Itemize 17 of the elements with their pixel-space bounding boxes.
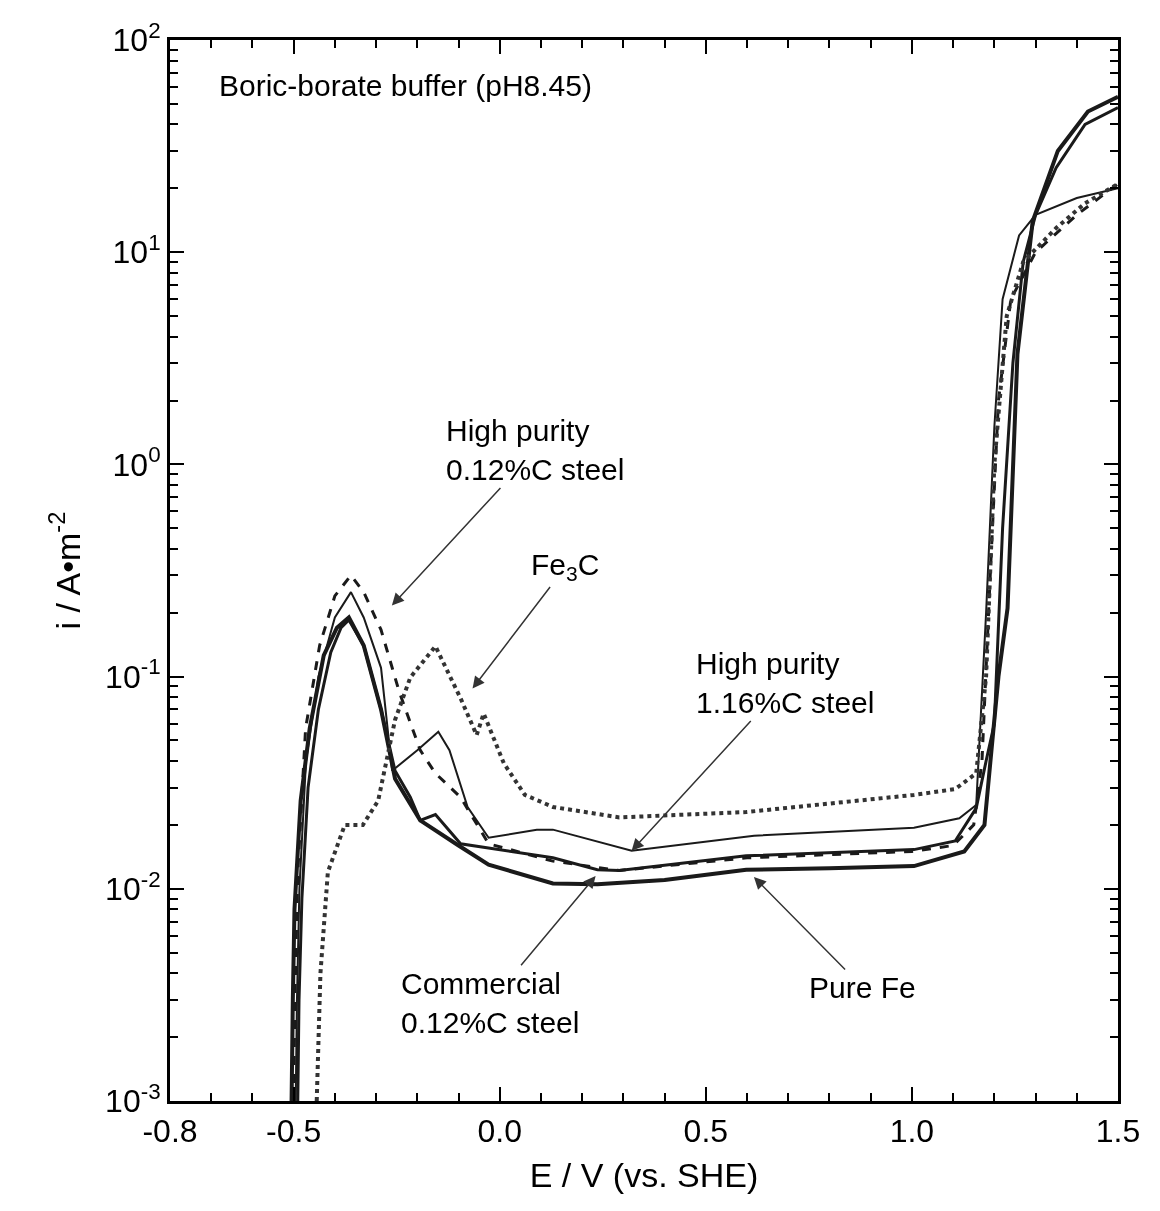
- y-tick-label: 10$^{-2}$: [105, 866, 161, 907]
- annotation: High purity 0.12%C steel: [446, 414, 625, 486]
- annotation: Boric-borate buffer (pH8.45): [219, 69, 592, 102]
- annotation: Fe$_{3}$C: [531, 548, 600, 586]
- y-tick-label: 10$^{2}$: [112, 17, 161, 59]
- x-tick-label: 0.5: [683, 1113, 729, 1150]
- annotation: High purity 1.16%C steel: [696, 647, 875, 719]
- x-tick-label: 1.0: [889, 1113, 935, 1150]
- x-tick-label: -0.5: [266, 1113, 322, 1150]
- x-tick-label: 1.5: [1095, 1113, 1141, 1150]
- x-tick-label: 0.0: [477, 1113, 522, 1150]
- y-tick-label: 10$^{1}$: [112, 229, 161, 271]
- annotation: Pure Fe: [809, 971, 916, 1004]
- x-axis-title: E / V (vs. SHE): [529, 1155, 759, 1194]
- y-tick-label: 10$^{0}$: [112, 442, 161, 483]
- y-tick-label: 10$^{-1}$: [105, 654, 161, 695]
- annotation: Commercial 0.12%C steel: [401, 967, 580, 1039]
